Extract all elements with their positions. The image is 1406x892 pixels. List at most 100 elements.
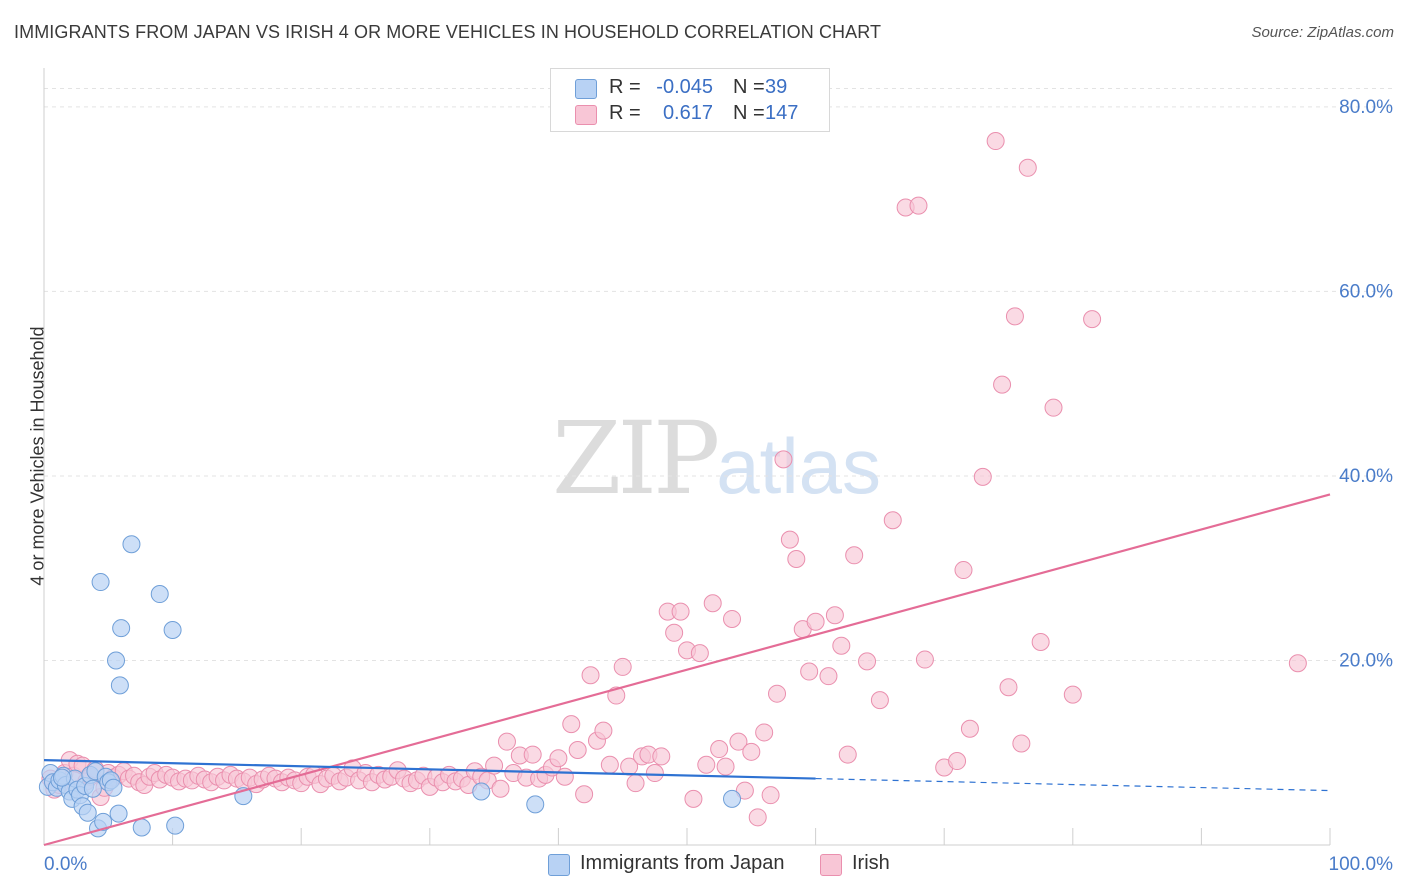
japan-point bbox=[53, 768, 72, 787]
japan-swatch bbox=[548, 854, 570, 876]
japan-swatch bbox=[575, 79, 597, 99]
irish-point bbox=[703, 594, 722, 613]
japan-point bbox=[109, 804, 128, 823]
irish-point bbox=[1063, 685, 1082, 704]
irish-point bbox=[838, 745, 857, 764]
japan-points bbox=[38, 535, 742, 838]
japan-point bbox=[112, 619, 131, 638]
irish-point bbox=[915, 650, 934, 669]
n-label: N = bbox=[733, 102, 765, 124]
irish-point bbox=[800, 662, 819, 681]
irish-point bbox=[787, 549, 806, 568]
irish-point bbox=[870, 691, 889, 710]
irish-point bbox=[1018, 158, 1037, 177]
irish-point bbox=[690, 644, 709, 663]
irish-point bbox=[780, 530, 799, 549]
irish-point bbox=[697, 755, 716, 774]
japan-point bbox=[107, 651, 126, 670]
irish-trend-line bbox=[43, 493, 1331, 847]
n-value: 147 bbox=[765, 102, 799, 124]
r-label: R = bbox=[609, 76, 641, 98]
irish-point bbox=[960, 719, 979, 738]
irish-point bbox=[684, 789, 703, 808]
irish-point bbox=[1288, 654, 1307, 673]
irish-point bbox=[761, 786, 780, 805]
japan-point bbox=[83, 779, 102, 798]
irish-point bbox=[710, 740, 729, 759]
japan-point bbox=[526, 795, 545, 814]
irish-point bbox=[523, 745, 542, 764]
irish-point bbox=[581, 666, 600, 685]
irish-points bbox=[41, 132, 1307, 827]
tick-labels: 20.0% 40.0% 60.0% 80.0% 0.0% 100.0% bbox=[44, 97, 1393, 875]
legend-label-japan: Immigrants from Japan bbox=[580, 852, 785, 874]
irish-point bbox=[1005, 307, 1024, 326]
irish-point bbox=[748, 808, 767, 827]
irish-point bbox=[491, 779, 510, 798]
x-tick-label-min: 0.0% bbox=[44, 854, 87, 875]
irish-point bbox=[600, 755, 619, 774]
japan-point bbox=[94, 812, 113, 831]
y-tick-label: 20.0% bbox=[1339, 650, 1393, 671]
source-credit: Source: ZipAtlas.com bbox=[1251, 24, 1394, 41]
irish-point bbox=[742, 742, 761, 761]
correlation-legend: R = -0.045 N = 39 R = 0.617 N = 147 bbox=[550, 68, 830, 132]
irish-point bbox=[568, 740, 587, 759]
watermark: ZIPatlas bbox=[552, 400, 881, 517]
irish-point bbox=[729, 732, 748, 751]
japan-trend-extension bbox=[815, 777, 1331, 792]
japan-point bbox=[122, 535, 141, 554]
y-tick-label: 40.0% bbox=[1339, 466, 1393, 487]
watermark-zip: ZIP bbox=[552, 400, 720, 517]
japan-trend-line bbox=[43, 759, 816, 780]
japan-point bbox=[110, 676, 129, 695]
irish-swatch bbox=[575, 105, 597, 125]
japan-point bbox=[132, 818, 151, 837]
irish-point bbox=[755, 723, 774, 742]
irish-point bbox=[716, 757, 735, 776]
japan-point bbox=[104, 778, 123, 797]
chart-title: IMMIGRANTS FROM JAPAN VS IRISH 4 OR MORE… bbox=[14, 22, 882, 42]
irish-point bbox=[768, 684, 787, 703]
irish-point bbox=[1012, 734, 1031, 753]
japan-point bbox=[163, 621, 182, 640]
japan-point bbox=[723, 789, 742, 808]
n-label: N = bbox=[733, 76, 765, 98]
irish-point bbox=[825, 606, 844, 625]
irish-point bbox=[832, 636, 851, 655]
irish-point bbox=[555, 767, 574, 786]
irish-point bbox=[575, 785, 594, 804]
legend-row-irish: R = 0.617 N = 147 bbox=[551, 102, 829, 126]
irish-point bbox=[948, 752, 967, 771]
watermark-atlas: atlas bbox=[716, 422, 882, 510]
irish-point bbox=[671, 602, 690, 621]
japan-point bbox=[166, 816, 185, 835]
irish-point bbox=[883, 511, 902, 530]
irish-point bbox=[613, 657, 632, 676]
irish-point bbox=[1031, 633, 1050, 652]
irish-point bbox=[1044, 398, 1063, 417]
gridlines bbox=[44, 87, 1392, 661]
irish-point bbox=[993, 375, 1012, 394]
series-legend: Immigrants from Japan Irish bbox=[0, 852, 1406, 878]
japan-point bbox=[472, 782, 491, 801]
n-value: 39 bbox=[765, 76, 788, 98]
y-tick-label: 80.0% bbox=[1339, 97, 1393, 118]
y-axis-label: 4 or more Vehicles in Household bbox=[27, 326, 48, 586]
irish-point bbox=[973, 467, 992, 486]
r-label: R = bbox=[609, 102, 641, 124]
legend-row-japan: R = -0.045 N = 39 bbox=[551, 76, 829, 100]
irish-point bbox=[594, 721, 613, 740]
irish-point bbox=[806, 612, 825, 631]
irish-point bbox=[665, 623, 684, 642]
y-tick-label: 60.0% bbox=[1339, 281, 1393, 302]
irish-point bbox=[909, 196, 928, 215]
x-tick-label-max: 100.0% bbox=[1329, 854, 1394, 875]
irish-point bbox=[607, 686, 626, 705]
japan-point bbox=[150, 585, 169, 604]
irish-swatch bbox=[820, 854, 842, 876]
japan-point bbox=[78, 803, 97, 822]
irish-point bbox=[774, 450, 793, 469]
irish-point bbox=[645, 764, 664, 783]
